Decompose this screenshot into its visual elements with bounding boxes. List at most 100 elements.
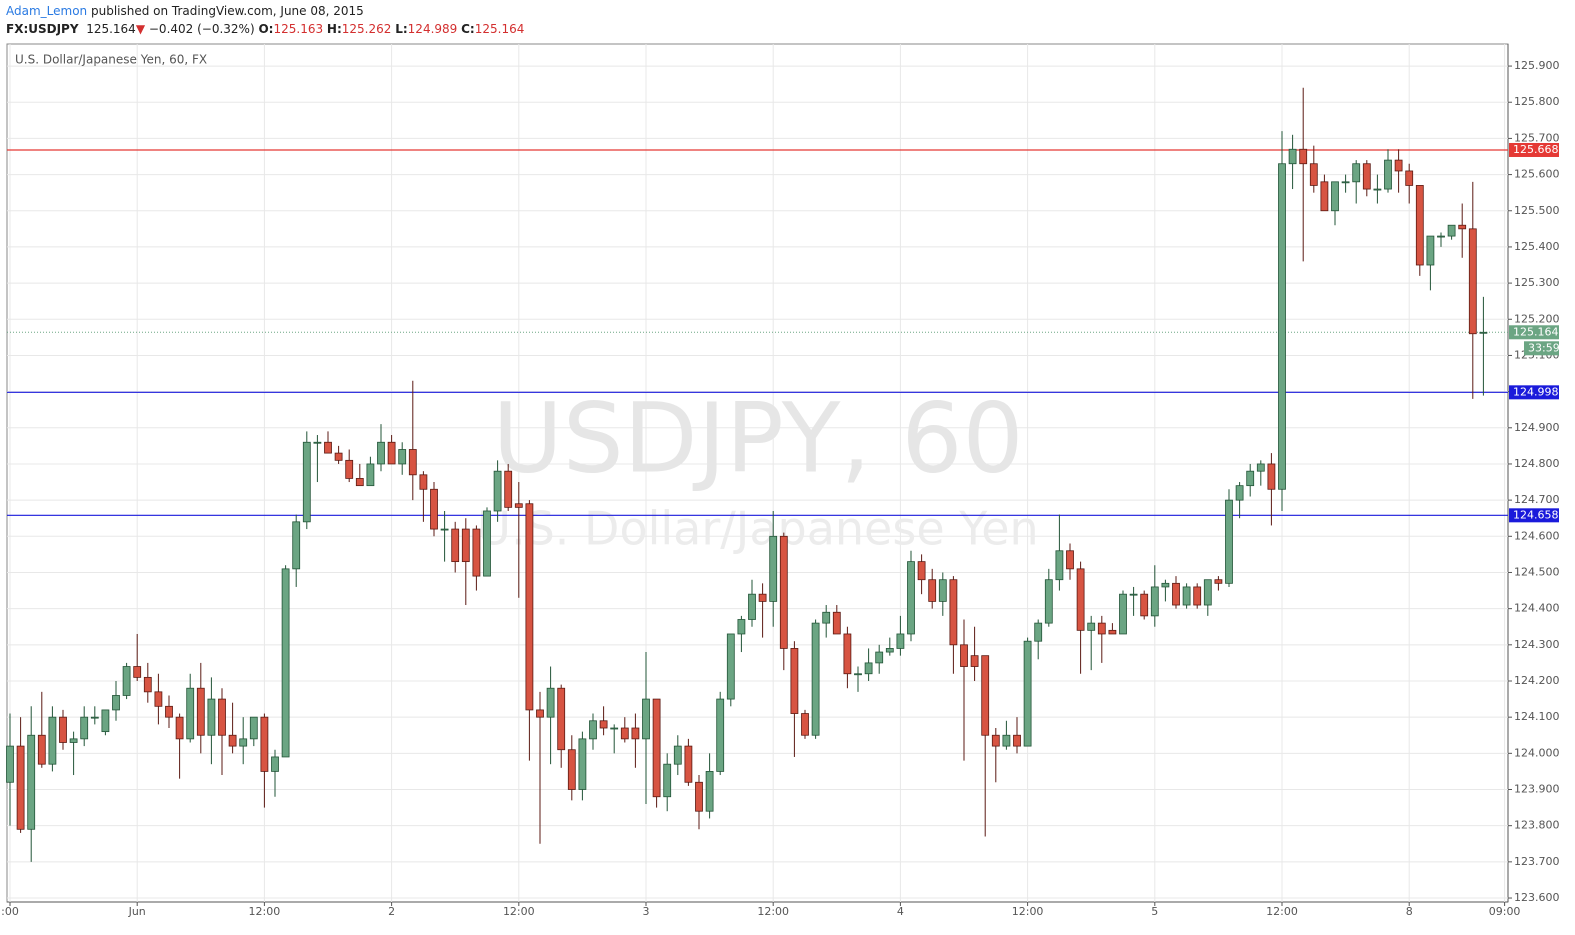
candle-body xyxy=(536,709,544,718)
candle-body xyxy=(419,474,428,490)
candle-body xyxy=(525,503,534,711)
candle-body xyxy=(292,521,301,570)
candle-body xyxy=(1034,622,1043,642)
x-tick-label: 12:00 xyxy=(1012,905,1044,918)
down-arrow: ▼ xyxy=(135,22,146,36)
candle-body xyxy=(896,633,905,649)
candle-body xyxy=(472,528,481,577)
candle-body xyxy=(154,691,163,707)
candle-body xyxy=(281,568,290,758)
quote-key: L: xyxy=(395,22,408,36)
candle-body xyxy=(832,611,841,635)
plot-layer xyxy=(7,44,1508,902)
candle-body xyxy=(567,749,576,790)
candle-body xyxy=(843,633,852,675)
author-link[interactable]: Adam_Lemon xyxy=(6,4,88,18)
candle-body xyxy=(578,738,587,790)
candle-body xyxy=(1076,568,1085,631)
candle-body xyxy=(1278,163,1286,490)
candle-body xyxy=(779,535,788,649)
candle-body xyxy=(1087,622,1096,631)
quote-key: C: xyxy=(461,22,475,36)
publish-line: Adam_Lemon published on TradingView.com,… xyxy=(6,2,524,20)
y-tick-label: 123.900 xyxy=(1514,783,1560,796)
candle-body xyxy=(302,441,311,523)
candle-body xyxy=(493,470,502,512)
candle-body xyxy=(1246,470,1255,487)
candle-body xyxy=(1140,593,1149,617)
candle-body xyxy=(1288,148,1297,165)
candle-body xyxy=(1066,550,1074,570)
quote-value: 125.262 xyxy=(341,22,392,36)
candle-body xyxy=(758,593,767,602)
watermark-name: U.S. Dollar/Japanese Yen xyxy=(477,502,1038,556)
candle-body xyxy=(938,579,947,602)
quote-value: 124.989 xyxy=(407,22,458,36)
y-tick-label: 124.700 xyxy=(1514,493,1560,506)
candle-body xyxy=(907,561,915,635)
candle-body xyxy=(1362,163,1371,190)
symbol: FX:USDJPY xyxy=(6,22,79,36)
candle-body xyxy=(960,644,968,667)
candle-body xyxy=(981,655,990,736)
candle-body xyxy=(37,734,46,765)
y-tick-label: 124.900 xyxy=(1514,421,1560,434)
candle-body xyxy=(1182,586,1191,606)
quote-value: 125.164 xyxy=(474,22,525,36)
candle-body xyxy=(59,716,67,743)
y-tick-label: 124.000 xyxy=(1514,746,1560,759)
candle-body xyxy=(673,745,682,765)
candle-body xyxy=(408,449,417,476)
header: Adam_Lemon published on TradingView.com,… xyxy=(6,2,524,38)
candle-body xyxy=(1256,463,1265,472)
watermark-symbol: USDJPY, 60 xyxy=(492,382,1023,494)
candle-body xyxy=(1214,579,1223,584)
y-tick-label: 125.300 xyxy=(1514,276,1560,289)
candle-body xyxy=(101,709,110,733)
candle-body xyxy=(726,633,735,700)
candle-body xyxy=(218,698,226,736)
candle-body xyxy=(207,698,216,736)
candle-body xyxy=(1055,550,1064,581)
candle-body xyxy=(620,727,629,740)
candle-body xyxy=(313,441,322,444)
candle-body xyxy=(239,738,248,747)
candle-body xyxy=(1405,170,1414,186)
candle-body xyxy=(1384,159,1392,190)
candle-body xyxy=(769,535,778,602)
quote-key: H: xyxy=(326,22,342,36)
candle-body xyxy=(663,763,672,798)
candle-body xyxy=(928,579,937,602)
x-tick-label: 2 xyxy=(388,905,395,918)
published-text: published on TradingView.com, June 08, 2… xyxy=(90,4,364,18)
y-tick-label: 125.800 xyxy=(1514,95,1560,108)
candle-body xyxy=(599,720,608,729)
x-tick-label: 12:00 xyxy=(757,905,789,918)
current-price-box xyxy=(1509,325,1559,340)
candle-body xyxy=(334,452,343,461)
chart-legend: U.S. Dollar/Japanese Yen, 60, FX xyxy=(15,53,207,67)
candle-body xyxy=(1458,224,1467,230)
candle-body xyxy=(1203,579,1212,606)
y-tick-label: 125.500 xyxy=(1514,204,1560,217)
candle-body xyxy=(345,459,354,479)
quote-value: 125.163 xyxy=(273,22,324,36)
candle-body xyxy=(790,648,799,714)
x-tick-label: 09:00 xyxy=(1489,905,1521,918)
candle-body xyxy=(748,593,756,620)
candle-body xyxy=(6,745,14,783)
x-tick-label: 8 xyxy=(1406,905,1413,918)
quote-line: FX:USDJPY 125.164▼ −0.402 (−0.32%) O:125… xyxy=(6,20,524,38)
candle-body xyxy=(970,655,979,667)
candle-body xyxy=(90,716,99,719)
candle-body xyxy=(917,561,926,581)
candle-body xyxy=(133,666,142,678)
x-tick-label: 12:00 xyxy=(503,905,535,918)
candle-body xyxy=(398,449,407,465)
y-tick-label: 125.700 xyxy=(1514,131,1560,144)
candle-body xyxy=(377,441,385,465)
x-tick-label: 4 xyxy=(897,905,904,918)
candle-body xyxy=(260,716,269,772)
